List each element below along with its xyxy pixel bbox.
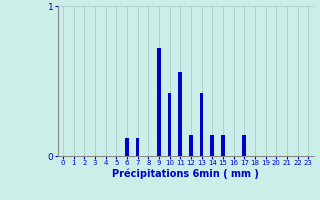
X-axis label: Précipitations 6min ( mm ): Précipitations 6min ( mm ) bbox=[112, 169, 259, 179]
Bar bbox=[125, 138, 129, 156]
Bar bbox=[211, 135, 214, 156]
Bar bbox=[243, 135, 246, 156]
Bar bbox=[200, 93, 204, 156]
Bar bbox=[168, 93, 172, 156]
Bar bbox=[221, 135, 225, 156]
Bar bbox=[179, 72, 182, 156]
Bar bbox=[136, 138, 140, 156]
Bar bbox=[157, 48, 161, 156]
Bar bbox=[189, 135, 193, 156]
